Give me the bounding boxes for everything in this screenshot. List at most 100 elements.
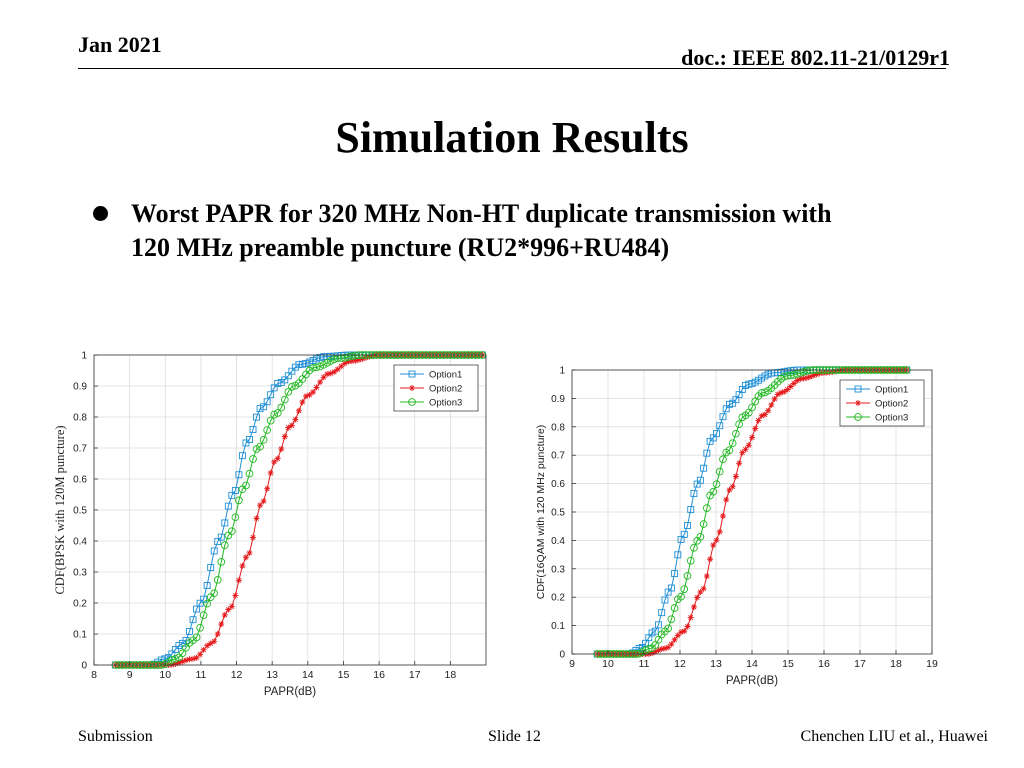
x-tick-label-0: 8 <box>91 669 97 681</box>
option3-marker-35 <box>235 496 243 505</box>
option3-marker-34 <box>231 513 240 522</box>
option3-marker-28 <box>683 571 692 580</box>
legend: Option1 Option2 Option3 <box>393 364 479 412</box>
y-tick-label-4: 0.4 <box>73 537 87 548</box>
option1-marker-30 <box>217 533 225 541</box>
legend-label-option2: Option2 <box>875 399 908 410</box>
option2-marker-55 <box>306 391 313 398</box>
option2-marker-60 <box>324 371 331 378</box>
y-tick-label-1: 0.1 <box>551 621 565 632</box>
option3-marker-16 <box>644 644 653 653</box>
option3-marker-19 <box>178 649 187 658</box>
option2-marker-45 <box>271 458 278 465</box>
option1-marker-28 <box>684 522 691 529</box>
option2-marker-61 <box>327 370 334 377</box>
option2-marker-49 <box>752 425 759 432</box>
option3-marker-24 <box>196 623 204 632</box>
option2-marker-25 <box>674 632 681 639</box>
option2-marker-46 <box>742 446 749 453</box>
option1-marker-44 <box>267 391 275 399</box>
option3-marker-33 <box>699 520 708 528</box>
option1-marker-43 <box>263 398 271 406</box>
chart-16qam: 9 10 11 12 13 14 15 16 17 18 19 0 0.1 0.2 0.3 0.4 0.5 0.6… <box>528 356 948 696</box>
y-tick-label-10: 1 <box>559 366 565 377</box>
option3-marker-47 <box>277 403 286 412</box>
x-tick-label-6: 15 <box>782 658 794 670</box>
bullet-line-2: 120 MHz preamble puncture (RU2*996+RU484… <box>131 233 670 262</box>
option1-marker-25 <box>674 551 682 559</box>
option2-marker-23 <box>193 654 200 661</box>
option2-marker-65 <box>341 360 348 367</box>
option1-marker-34 <box>703 449 711 457</box>
option2-marker-69 <box>355 356 362 363</box>
option3-marker-34 <box>703 504 711 512</box>
option2-marker-35 <box>707 556 714 563</box>
option3-marker-41 <box>725 446 734 455</box>
option2-marker-61 <box>790 380 797 387</box>
option2-marker-66 <box>807 373 814 380</box>
x-tick-label-7: 16 <box>818 658 830 670</box>
option1-marker-58 <box>316 354 324 361</box>
option2-marker-68 <box>813 371 820 378</box>
option3-marker-30 <box>690 543 698 552</box>
option2-marker-30 <box>690 603 697 610</box>
option2-marker-35 <box>235 577 242 584</box>
option2-marker-32 <box>697 589 704 596</box>
option1-marker-20 <box>658 609 666 617</box>
y-tick-label-1: 0.1 <box>73 630 87 641</box>
option3-marker-46 <box>273 409 282 417</box>
option2-marker-28 <box>684 623 691 630</box>
option2-marker-38 <box>716 528 723 535</box>
option2-marker-56 <box>310 389 317 396</box>
y-tick-label-3: 0.3 <box>551 564 565 575</box>
option3-marker-44 <box>266 416 275 425</box>
x-tick-label-9: 18 <box>890 658 902 670</box>
bullet-line-1: Worst PAPR for 320 MHz Non-HT duplicate … <box>131 199 832 228</box>
x-tick-label-10: 18 <box>445 669 457 681</box>
bullet-dot <box>93 206 108 221</box>
x-tick-label-7: 15 <box>338 669 350 681</box>
option2-marker-47 <box>278 446 285 453</box>
option3-marker-50 <box>288 382 296 391</box>
legend-label-option3: Option3 <box>429 398 462 409</box>
option1-marker-33 <box>700 464 708 472</box>
option3-marker-44 <box>735 420 743 429</box>
option2-marker-21 <box>186 656 193 663</box>
option2-marker-27 <box>207 640 214 647</box>
option3-marker-58 <box>316 362 324 371</box>
option2-marker-25 <box>200 646 207 653</box>
y-tick-label-8: 0.8 <box>551 422 565 433</box>
x-tick-label-3: 12 <box>674 658 686 670</box>
x-tick-label-0: 9 <box>569 658 575 670</box>
option2-marker-66 <box>345 358 352 365</box>
bullet-text: Worst PAPR for 320 MHz Non-HT duplicate … <box>131 197 931 265</box>
option2-marker-42 <box>260 498 267 505</box>
option2-marker-58 <box>781 388 788 395</box>
option1-marker-51 <box>291 363 299 371</box>
x-tick-label-6: 14 <box>302 669 314 681</box>
y-tick-label-7: 0.7 <box>73 444 87 455</box>
x-tick-label-8: 17 <box>854 658 866 670</box>
option1-marker-28 <box>210 547 218 555</box>
y-tick-label-5: 0.5 <box>73 506 87 517</box>
header-date: Jan 2021 <box>78 32 162 57</box>
slide-title: Simulation Results <box>335 113 689 162</box>
option3-marker-22 <box>664 624 673 633</box>
option3-marker-56 <box>309 363 317 372</box>
y-axis-label: CDF(16QAM with 120 MHz puncture) <box>535 425 547 599</box>
option1-marker-37 <box>242 439 250 447</box>
x-axis-label: PAPR(dB) <box>264 686 316 698</box>
option2-marker-19 <box>655 647 662 654</box>
option1-marker-59 <box>320 353 328 361</box>
option1-marker-55 <box>306 358 313 366</box>
option3-marker-42 <box>728 439 737 448</box>
option3-marker-17 <box>171 654 180 663</box>
option1-marker-48 <box>281 376 289 384</box>
x-tick-label-2: 10 <box>159 669 171 681</box>
option2-marker-20 <box>658 646 665 653</box>
option2-marker-27 <box>681 628 688 635</box>
option2-marker-31 <box>694 594 701 601</box>
option1-marker-38 <box>716 422 724 430</box>
y-axis-label: CDF(BPSK with 120M puncture) <box>53 425 67 594</box>
option1-marker-41 <box>256 405 264 413</box>
